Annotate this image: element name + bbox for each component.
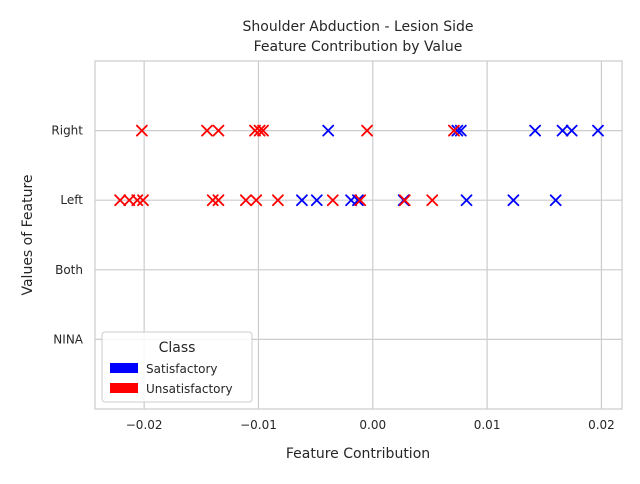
legend-swatch-satisfactory (110, 363, 138, 373)
data-point-unsatisfactory (212, 194, 225, 207)
data-point-satisfactory (352, 194, 364, 207)
chart-title-line-1: Shoulder Abduction - Lesion Side (243, 19, 474, 35)
data-point-unsatisfactory (135, 124, 148, 137)
data-point-unsatisfactory (361, 124, 373, 137)
x-tick-label: 0.00 (359, 418, 386, 432)
data-point-unsatisfactory (114, 194, 127, 207)
data-point-satisfactory (460, 194, 473, 207)
data-point-unsatisfactory (426, 194, 439, 207)
legend-swatch-unsatisfactory (110, 383, 138, 393)
legend-box (101, 331, 253, 403)
data-point-unsatisfactory (212, 124, 225, 137)
data-point-satisfactory (529, 124, 542, 137)
data-point-unsatisfactory (253, 124, 266, 137)
data-point-unsatisfactory (448, 124, 460, 137)
plot-frame (94, 60, 623, 410)
data-point-unsatisfactory (354, 194, 367, 207)
x-tick-label: 0.01 (474, 418, 501, 432)
x-tick-label: −0.02 (126, 418, 163, 432)
data-point-unsatisfactory (201, 124, 213, 137)
data-point-satisfactory (507, 194, 520, 207)
chart-title-line-2: Feature Contribution by Value (254, 39, 463, 55)
y-tick-label: Right (51, 124, 83, 138)
data-point-unsatisfactory (250, 194, 263, 207)
data-point-unsatisfactory (249, 124, 261, 137)
data-point-unsatisfactory (398, 194, 411, 207)
data-point-unsatisfactory (272, 194, 284, 207)
legend-label-satisfactory: Satisfactory (146, 362, 218, 376)
data-point-satisfactory (565, 124, 578, 137)
data-point-unsatisfactory (239, 194, 252, 207)
x-axis-label: Feature Contribution (286, 446, 430, 462)
x-tick-label: 0.02 (588, 418, 615, 432)
legend-label-unsatisfactory: Unsatisfactory (146, 382, 233, 396)
y-axis-label: Values of Feature (20, 174, 36, 295)
x-tick-label: −0.01 (240, 418, 277, 432)
data-point-unsatisfactory (137, 194, 149, 207)
data-point-satisfactory (549, 194, 562, 207)
data-point-unsatisfactory (123, 194, 136, 207)
legend-title: Class (159, 340, 196, 356)
data-point-satisfactory (322, 124, 335, 137)
tick-labels: −0.02 −0.01 0.00 0.01 0.02 NINA Both Left Right (51, 124, 614, 432)
data-point-satisfactory (296, 194, 308, 207)
data-point-unsatisfactory (257, 124, 269, 137)
y-tick-label: NINA (53, 332, 83, 346)
data-point-unsatisfactory (326, 194, 339, 207)
data-point-satisfactory (310, 194, 323, 207)
data-point-satisfactory (451, 124, 464, 137)
y-tick-label: Left (60, 193, 83, 207)
data-point-satisfactory (556, 124, 569, 137)
legend: Class Satisfactory Unsatisfactory (101, 331, 253, 403)
data-points (114, 124, 604, 207)
data-point-satisfactory (592, 124, 604, 137)
y-tick-label: Both (55, 263, 83, 277)
